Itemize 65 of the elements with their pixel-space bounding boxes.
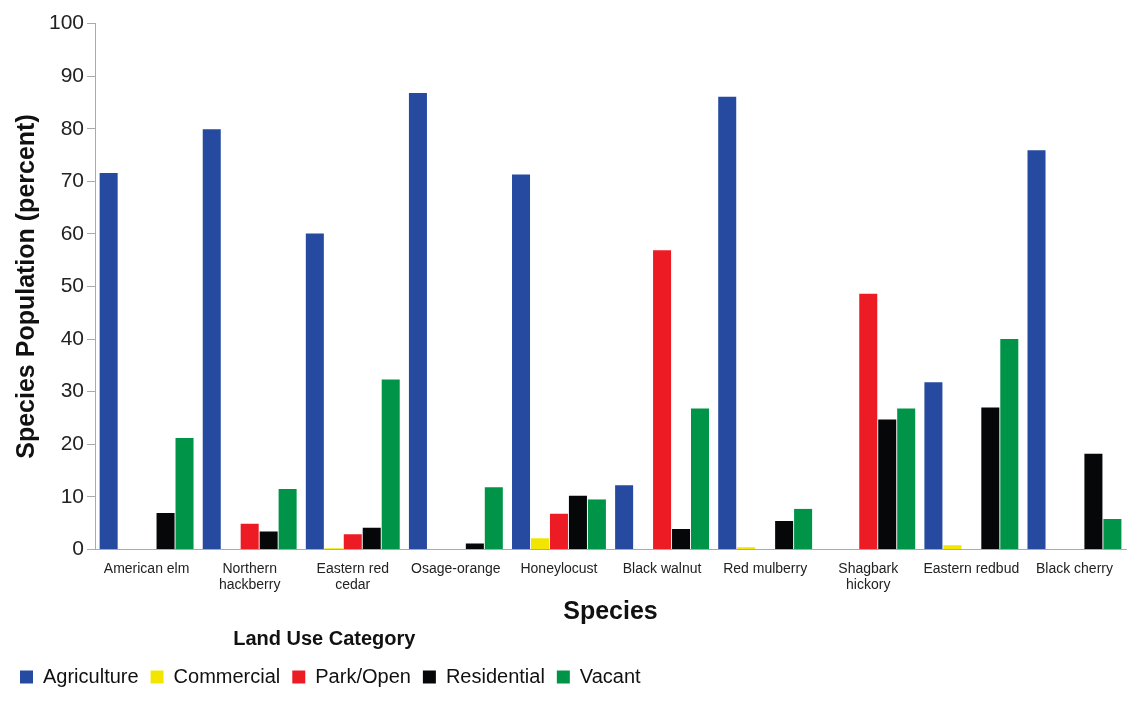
y-tick-label: 40 xyxy=(60,325,85,349)
bar xyxy=(343,534,362,549)
bar xyxy=(240,523,259,549)
y-tick-label: 10 xyxy=(60,483,85,507)
bar xyxy=(549,513,568,549)
bar xyxy=(672,528,691,549)
bar xyxy=(512,174,531,549)
legend-label: Vacant xyxy=(579,664,642,687)
x-tick-label: Northern hackberry xyxy=(218,559,281,593)
x-tick-label: American elm xyxy=(103,559,190,576)
x-axis-title: Species xyxy=(563,595,658,624)
bar xyxy=(202,129,221,549)
bar xyxy=(362,527,381,549)
y-tick-label: 20 xyxy=(60,431,85,455)
y-tick-label: 60 xyxy=(60,220,85,244)
bar xyxy=(259,531,278,549)
x-tick-label: Eastern redbud xyxy=(923,559,1020,576)
bar xyxy=(653,250,672,549)
bar xyxy=(1084,453,1103,549)
y-tick-label: 100 xyxy=(48,10,85,34)
legend-title: Land Use Category xyxy=(233,626,417,649)
bar xyxy=(305,233,324,549)
bar xyxy=(924,382,943,549)
bar xyxy=(943,545,962,549)
bar xyxy=(530,538,550,549)
x-tick-label: Eastern red cedar xyxy=(316,559,389,593)
bar xyxy=(1027,150,1046,549)
y-tick-label: 30 xyxy=(60,378,85,402)
x-tick-label: Osage-orange xyxy=(411,559,501,576)
bar xyxy=(156,513,175,549)
legend-label: Park/Open xyxy=(315,664,411,687)
bar xyxy=(981,407,1000,549)
y-tick-label: 80 xyxy=(60,115,85,139)
x-tick-label: Shagbark hickory xyxy=(838,559,900,593)
y-tick-label: 70 xyxy=(60,168,85,192)
legend-label: Agriculture xyxy=(43,664,139,687)
bar xyxy=(408,93,427,549)
bar xyxy=(1103,518,1122,549)
bar xyxy=(878,419,897,549)
bar xyxy=(615,485,634,549)
y-tick-label: 0 xyxy=(72,536,85,560)
legend-label: Commercial xyxy=(173,664,281,687)
x-tick-label: Red mulberry xyxy=(723,559,808,576)
bar xyxy=(718,96,737,549)
bar xyxy=(465,543,484,549)
bar xyxy=(568,495,587,549)
legend-label: Residential xyxy=(445,664,545,687)
bar xyxy=(484,487,503,549)
bar xyxy=(587,499,606,549)
bar xyxy=(99,172,118,549)
bar xyxy=(278,488,297,549)
y-tick-label: 90 xyxy=(60,62,85,86)
bar xyxy=(175,437,194,549)
bar xyxy=(691,408,710,549)
y-axis-title: Species Population (percent) xyxy=(10,114,39,459)
bar xyxy=(381,379,400,549)
x-tick-label: Honeylocust xyxy=(520,559,598,576)
bar xyxy=(794,508,813,549)
bar xyxy=(1000,339,1019,549)
y-tick-label: 50 xyxy=(60,273,85,297)
x-tick-label: Black walnut xyxy=(622,559,702,576)
x-tick-label: Black cherry xyxy=(1035,559,1113,576)
bar xyxy=(897,408,916,549)
bar xyxy=(775,521,794,549)
bar xyxy=(859,293,878,549)
